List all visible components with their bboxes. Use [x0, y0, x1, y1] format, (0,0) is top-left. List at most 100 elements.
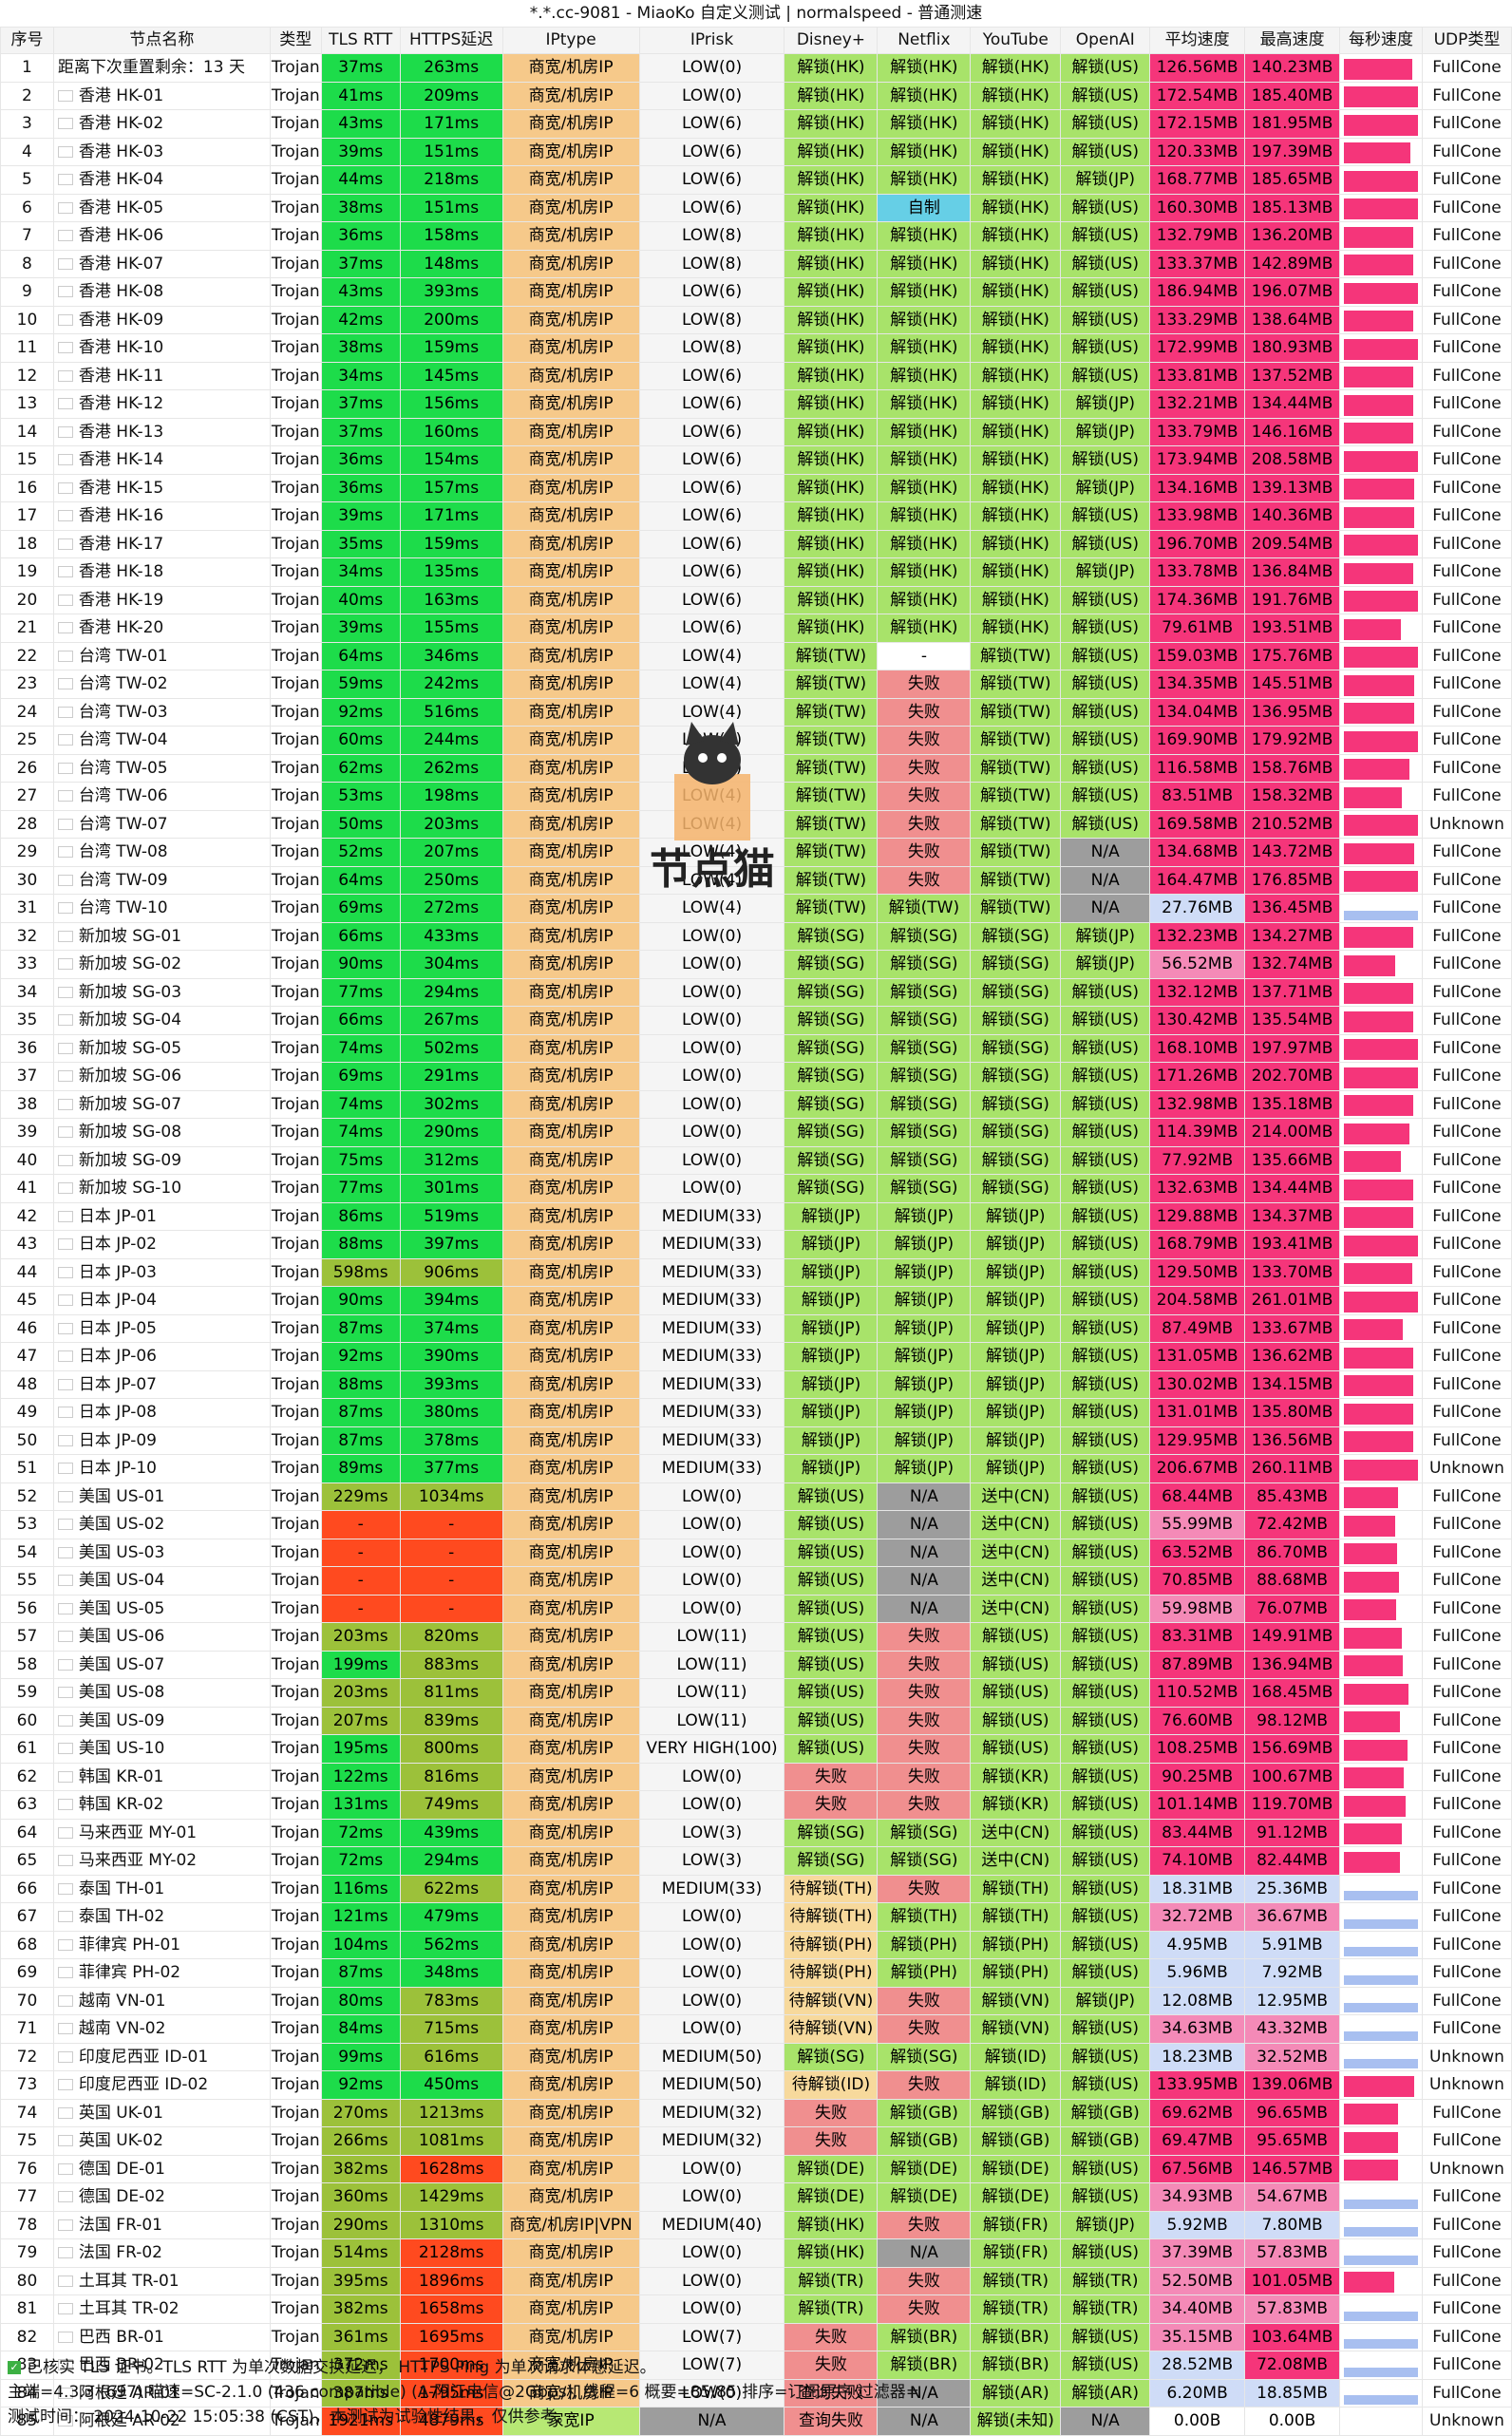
max-speed: 0.00B	[1244, 2407, 1341, 2436]
node-name: 日本 JP-02	[52, 1230, 271, 1259]
protocol-type: Trojan	[269, 2266, 322, 2295]
flag-icon	[57, 2415, 73, 2427]
speed-bar	[1344, 1683, 1408, 1705]
node-name-text: 香港 HK-11	[78, 366, 164, 386]
flag-icon	[57, 342, 73, 354]
https-latency: -	[399, 1510, 503, 1539]
row-index: 74	[0, 2098, 54, 2127]
max-speed: 132.74MB	[1244, 950, 1341, 979]
per-second-speed-sparkline	[1339, 697, 1423, 727]
ip-risk: LOW(6)	[638, 137, 785, 166]
avg-speed: 37.39MB	[1149, 2238, 1246, 2268]
ip-type: 商宽/机房IP	[501, 1062, 640, 1091]
disney-status: 解锁(SG)	[784, 977, 879, 1007]
https-latency: 374ms	[399, 1313, 503, 1343]
udp-type: FullCone	[1421, 53, 1512, 83]
youtube-status: 解锁(AR)	[970, 2378, 1062, 2408]
table-row: 42 日本 JP-01 Trojan 86ms 519ms 商宽/机房IP MEDIUM(3…	[0, 1201, 1512, 1231]
table-row: 4 香港 HK-03 Trojan 39ms 151ms 商宽/机房IP LOW(6) 解锁(…	[0, 137, 1512, 166]
max-speed: 32.52MB	[1244, 2042, 1341, 2071]
row-index: 20	[0, 585, 54, 614]
per-second-speed-sparkline	[1339, 81, 1423, 110]
ip-risk: LOW(4)	[638, 865, 785, 895]
node-name: 美国 US-05	[52, 1594, 271, 1623]
node-name: 香港 HK-04	[52, 165, 271, 195]
youtube-status: 解锁(HK)	[970, 501, 1062, 531]
youtube-status: 解锁(TR)	[970, 2294, 1062, 2324]
node-name-text: 新加坡 SG-01	[78, 926, 182, 946]
row-index: 32	[0, 921, 54, 951]
ip-type: 商宽/机房IP	[501, 614, 640, 643]
header-12: 最高速度	[1244, 27, 1341, 54]
netflix-status: 失败	[877, 1622, 972, 1652]
node-name-text: 美国 US-09	[78, 1710, 165, 1730]
row-index: 82	[0, 2322, 54, 2351]
disney-status: 解锁(HK)	[784, 221, 879, 251]
tls-rtt: 203ms	[320, 1622, 401, 1652]
node-name-text: 菲律宾 PH-02	[78, 1963, 181, 1983]
row-index: 77	[0, 2182, 54, 2212]
per-second-speed-sparkline	[1339, 2266, 1423, 2295]
per-second-speed-sparkline	[1339, 1230, 1423, 1259]
per-second-speed-sparkline	[1339, 249, 1423, 278]
openai-status: 解锁(US)	[1060, 1369, 1151, 1399]
tls-rtt: 89ms	[320, 1454, 401, 1483]
node-name-text: 香港 HK-03	[78, 142, 164, 161]
avg-speed: 173.94MB	[1149, 445, 1246, 475]
flag-icon	[57, 1911, 73, 1923]
table-row: 49 日本 JP-08 Trojan 87ms 380ms 商宽/机房IP MEDIUM(3…	[0, 1398, 1512, 1427]
node-name: 香港 HK-16	[52, 501, 271, 531]
flag-icon	[57, 1463, 73, 1475]
ip-type: 商宽/机房IP	[501, 641, 640, 670]
ip-risk: N/A	[638, 2407, 785, 2436]
row-index: 8	[0, 249, 54, 278]
table-row: 50 日本 JP-09 Trojan 87ms 378ms 商宽/机房IP MEDIUM(3…	[0, 1426, 1512, 1455]
udp-type: FullCone	[1421, 1174, 1512, 1203]
speed-bar	[1344, 1711, 1401, 1732]
https-latency: 622ms	[399, 1874, 503, 1903]
openai-status: N/A	[1060, 2407, 1151, 2436]
protocol-type: Trojan	[269, 2098, 322, 2127]
avg-speed: 70.85MB	[1149, 1566, 1246, 1596]
disney-status: 解锁(HK)	[784, 361, 879, 390]
node-name-text: 美国 US-10	[78, 1739, 165, 1759]
youtube-status: 解锁(TW)	[970, 670, 1062, 699]
per-second-speed-sparkline	[1339, 221, 1423, 251]
https-latency: 883ms	[399, 1650, 503, 1679]
https-latency: 312ms	[399, 1145, 503, 1175]
ip-risk: MEDIUM(33)	[638, 1313, 785, 1343]
protocol-type: Trojan	[269, 1958, 322, 1988]
avg-speed: 206.67MB	[1149, 1454, 1246, 1483]
avg-speed: 110.52MB	[1149, 1678, 1246, 1708]
disney-status: 解锁(HK)	[784, 305, 879, 334]
disney-status: 待解锁(VN)	[784, 2014, 879, 2044]
udp-type: FullCone	[1421, 1846, 1512, 1876]
node-name: 距离下次重置剩余：13 天	[52, 53, 271, 83]
ip-risk: LOW(8)	[638, 333, 785, 363]
report-title: *.*.cc-9081 - MiaoKo 自定义测试 | normalspeed…	[0, 0, 1512, 27]
node-name-text: 香港 HK-12	[78, 394, 164, 414]
protocol-type: Trojan	[269, 1006, 322, 1035]
youtube-status: 解锁(HK)	[970, 361, 1062, 390]
per-second-speed-sparkline	[1339, 1678, 1423, 1708]
ip-risk: LOW(4)	[638, 697, 785, 727]
disney-status: 解锁(HK)	[784, 53, 879, 83]
node-name: 新加坡 SG-05	[52, 1033, 271, 1063]
ip-risk: LOW(0)	[638, 1482, 785, 1511]
tls-rtt: 52ms	[320, 838, 401, 867]
disney-status: 解锁(SG)	[784, 1033, 879, 1063]
youtube-status: 解锁(PH)	[970, 1958, 1062, 1988]
ip-type: 商宽/机房IP	[501, 809, 640, 839]
per-second-speed-sparkline	[1339, 333, 1423, 363]
youtube-status: 解锁(HK)	[970, 249, 1062, 278]
protocol-type: Trojan	[269, 305, 322, 334]
max-speed: 91.12MB	[1244, 1818, 1341, 1847]
ip-type: 商宽/机房IP	[501, 473, 640, 502]
openai-status: 解锁(US)	[1060, 585, 1151, 614]
table-row: 32 新加坡 SG-01 Trojan 66ms 433ms 商宽/机房IP LOW(0) 解…	[0, 921, 1512, 951]
ip-type: 商宽/机房IP	[501, 137, 640, 166]
netflix-status: 解锁(TH)	[877, 1902, 972, 1932]
disney-status: 解锁(US)	[784, 1622, 879, 1652]
udp-type: FullCone	[1421, 109, 1512, 139]
https-latency: 1658ms	[399, 2294, 503, 2324]
